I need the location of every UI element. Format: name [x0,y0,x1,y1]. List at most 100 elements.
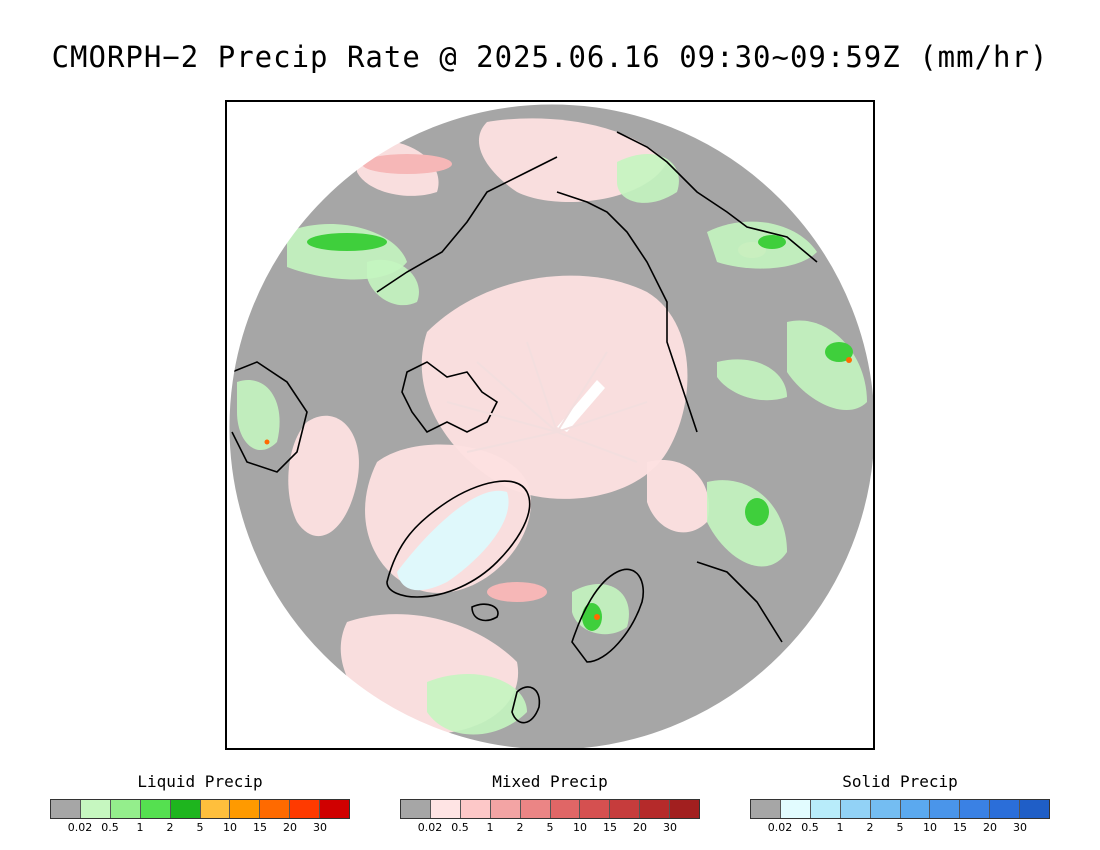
legend-swatch [870,800,901,818]
legend-swatch [490,800,521,818]
arctic-ocean-mixed [421,275,688,499]
north-atlantic-liquid [427,673,527,735]
solid-precip-legend: Solid Precip 0.02 0.5 1 2 5 10 15 20 30 [750,772,1050,835]
legend-swatch [260,800,291,818]
legend-tick-label: 10 [573,821,587,834]
legend-swatch [580,800,611,818]
iceland-coast [471,603,499,622]
legend-swatch [751,800,781,818]
legend-tick-label: 2 [516,821,524,834]
legend-tick-label: 30 [313,821,327,834]
legend-tick-label: 20 [633,821,647,834]
legend-title: Liquid Precip [137,772,263,791]
legend-swatch [320,800,350,818]
legend-swatch [200,800,231,818]
liquid-precip-moderate [307,233,853,631]
heavy-spot-europe [846,357,852,363]
scandinavia-mixed [647,460,709,533]
liquid-spot-norway [582,603,602,631]
legend-tick-label: 30 [663,821,677,834]
pole-convergence-streaks [446,341,648,463]
heavy-spot-canada [264,439,270,445]
scandinavia-coast [571,568,644,663]
liquid-spot-okhotsk [758,235,786,249]
legend-tick-label: 20 [283,821,297,834]
legend-swatch [840,800,871,818]
greenland-snow [397,490,509,591]
mixed-band-pacific [362,154,452,174]
legend-tick-label: 2 [166,821,174,834]
legend-tick-label: 10 [923,821,937,834]
legend-swatch [140,800,171,818]
heavy-spot-norway [594,614,600,620]
polar-map [225,100,875,750]
coastlines [231,131,818,724]
legend-swatch [520,800,551,818]
legend-color-bar [750,799,1050,819]
east-siberia-liquid [617,153,679,203]
legend-tick-label: 10 [223,821,237,834]
east-siberia-coast [616,131,818,263]
legend-swatch [640,800,671,818]
liquid-precip-areas [237,153,867,735]
legend-swatch [110,800,141,818]
legend-ticks: 0.02 0.5 1 2 5 10 15 20 30 [50,821,350,835]
legend-tick-label: 0.02 [417,821,443,834]
legend-ticks: 0.02 0.5 1 2 5 10 15 20 30 [400,821,700,835]
map-disc [229,104,873,748]
mixed-precip-legend: Mixed Precip 0.02 0.5 1 2 5 10 15 20 30 [400,772,700,835]
canada-mixed [288,415,359,537]
legend-swatch [990,800,1021,818]
legend-tick-label: 15 [253,821,267,834]
legend-tick-label: 5 [546,821,554,834]
legend-tick-label: 0.5 [451,821,469,834]
legend-tick-label: 5 [196,821,204,834]
legend-tick-label: 0.02 [67,821,93,834]
legend-swatch [170,800,201,818]
canada-archipelago-coast [401,361,499,434]
russia-liquid [717,359,787,401]
legend-title: Solid Precip [842,772,958,791]
hudson-bay-liquid [237,380,280,451]
legend-swatch [51,800,81,818]
liquid-spot-russia [745,498,769,526]
legend-swatch [960,800,991,818]
russia-border [696,561,783,643]
legend-tick-label: 0.5 [101,821,119,834]
legend-swatch [1020,800,1050,818]
legend-swatch [550,800,581,818]
legend-tick-label: 30 [1013,821,1027,834]
legend-swatch [80,800,111,818]
liquid-precip-legend: Liquid Precip 0.02 0.5 1 2 5 10 15 20 30 [50,772,350,835]
legend-title: Mixed Precip [492,772,608,791]
legend-color-bar [50,799,350,819]
legend-swatch [290,800,321,818]
siberia-coast [556,191,698,433]
liquid-band-bering [307,233,387,251]
legend-swatch [610,800,641,818]
liquid-spot-europe [825,342,853,362]
uk-coast [511,686,541,724]
legend-tick-label: 1 [486,821,494,834]
alaska-liquid [367,259,419,306]
europe-liquid [787,320,867,411]
mixed-band-norway-sea [487,582,547,602]
legend-swatch [930,800,961,818]
legend-swatch [401,800,431,818]
legend-tick-label: 2 [866,821,874,834]
legend-tick-label: 15 [953,821,967,834]
map-disc-edge [228,103,873,748]
hudson-bay-coast [231,361,308,473]
legend-tick-label: 1 [136,821,144,834]
legend-tick-label: 5 [896,821,904,834]
greenland-coast [386,480,531,598]
legend-swatch [780,800,811,818]
legend-swatch [900,800,931,818]
legend-swatch [670,800,700,818]
map-title: CMORPH−2 Precip Rate @ 2025.06.16 09:30~… [51,40,1049,74]
legend-swatch [430,800,461,818]
heavy-precip-spots [264,357,852,620]
legend-color-bar [400,799,700,819]
alaska-coast [376,156,558,293]
polar-map-svg [228,103,873,748]
